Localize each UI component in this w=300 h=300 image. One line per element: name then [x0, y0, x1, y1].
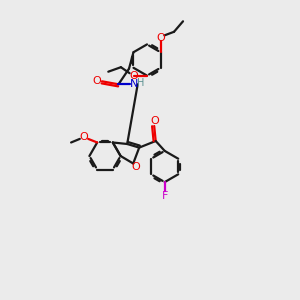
Text: O: O: [132, 161, 141, 172]
Text: O: O: [93, 76, 102, 86]
Text: H: H: [137, 78, 144, 88]
Text: F: F: [161, 190, 168, 201]
Text: O: O: [156, 33, 165, 43]
Text: O: O: [129, 70, 138, 81]
Text: N: N: [130, 79, 138, 89]
Text: O: O: [79, 132, 88, 142]
Text: O: O: [150, 116, 159, 127]
